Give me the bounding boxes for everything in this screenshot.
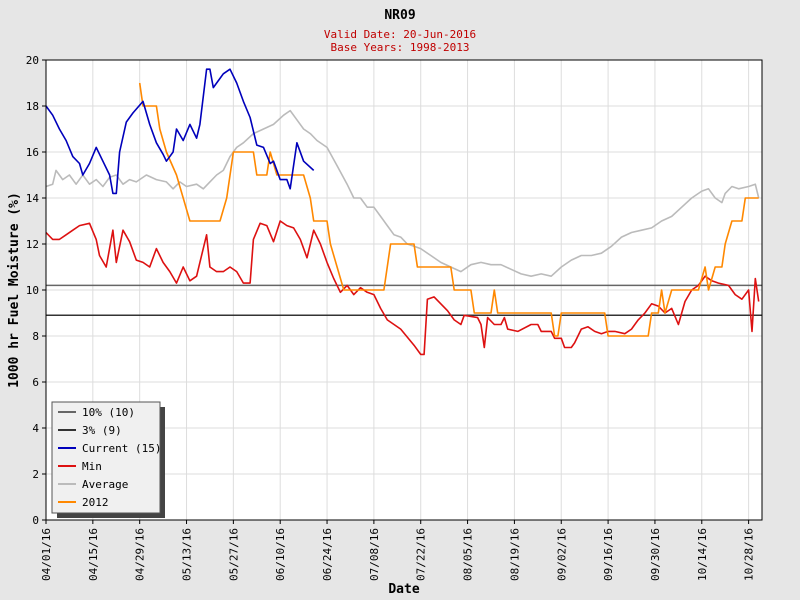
y-axis-ticks: 0 2 4 6 8 10 12 14 16 18 20 [26,54,46,527]
y-axis-title: 1000 hr Fuel Moisture (%) [7,192,22,388]
legend: 10% (10) 3% (9) Current (15) Min Average 2012 [51,401,165,518]
legend-label-3-9: 3% (9) [82,424,122,437]
x-axis-ticks: 04/01/16 04/15/16 04/29/16 05/13/16 05/27/16… [40,520,756,581]
y-tick-label: 18 [26,100,39,113]
legend-box [51,401,161,514]
legend-label-min: Min [82,460,102,473]
y-tick-label: 0 [32,514,39,527]
y-tick-label: 8 [32,330,39,343]
legend-label-current-15: Current (15) [82,442,161,455]
x-tick-label: 10/14/16 [696,528,709,581]
x-tick-label: 09/30/16 [649,528,662,581]
x-tick-label: 06/10/16 [274,528,287,581]
x-tick-label: 05/27/16 [227,528,240,581]
series-line-average [45,109,760,278]
valid-date-subtitle: Valid Date: 20-Jun-2016 [324,28,476,41]
y-tick-label: 6 [32,376,39,389]
x-tick-label: 09/02/16 [555,528,568,581]
series-line-current-15 [45,68,315,195]
y-tick-label: 12 [26,238,39,251]
x-tick-label: 07/08/16 [368,528,381,581]
x-tick-label: 06/24/16 [321,528,334,581]
chart-title: NR09 [384,8,415,23]
x-tick-label: 10/28/16 [743,528,756,581]
y-tick-label: 4 [32,422,39,435]
y-tick-label: 10 [26,284,39,297]
x-tick-label: 09/16/16 [602,528,615,581]
x-tick-label: 08/05/16 [462,528,475,581]
x-axis-title: Date [388,582,419,597]
x-tick-label: 04/29/16 [134,528,147,581]
x-tick-label: 04/01/16 [40,528,53,581]
legend-label-2012: 2012 [82,496,109,509]
series-line-min [45,220,760,356]
x-tick-label: 04/15/16 [87,528,100,581]
series-layer [45,68,760,356]
y-tick-label: 2 [32,468,39,481]
x-tick-label: 08/19/16 [508,528,521,581]
legend-label-average: Average [82,478,128,491]
series-line-2012 [138,82,759,337]
y-tick-label: 14 [26,192,40,205]
x-tick-label: 07/22/16 [415,528,428,581]
x-tick-label: 05/13/16 [181,528,194,581]
y-tick-label: 20 [26,54,39,67]
base-years-subtitle: Base Years: 1998-2013 [330,41,469,54]
legend-label-10-10: 10% (10) [82,406,135,419]
y-tick-label: 16 [26,146,39,159]
